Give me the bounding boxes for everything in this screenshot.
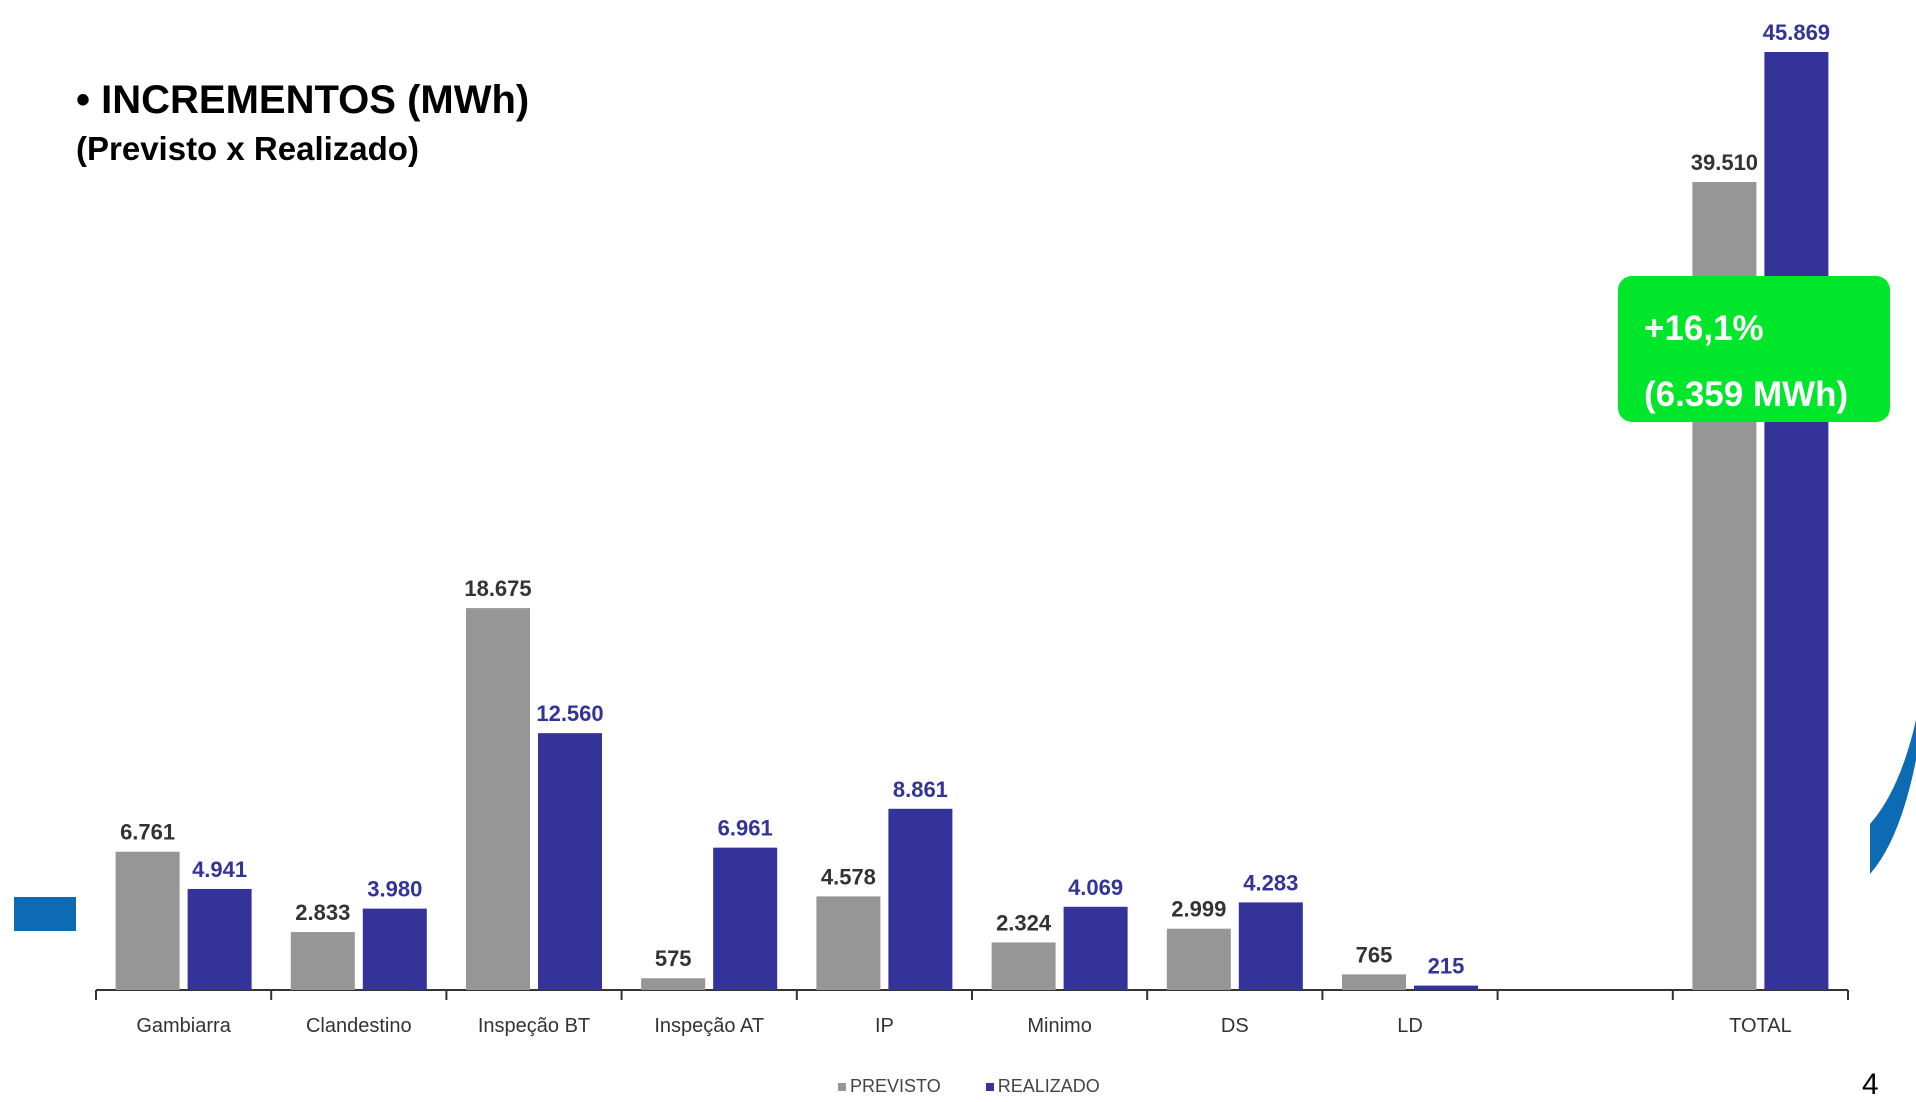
legend-item-realizado: REALIZADO — [985, 1076, 1100, 1097]
data-label-realizado: 3.980 — [367, 877, 422, 902]
chart-subtitle: (Previsto x Realizado) — [76, 130, 419, 167]
increase-callout: +16,1% (6.359 MWh) — [1618, 276, 1890, 422]
legend-swatch-previsto — [838, 1083, 846, 1091]
data-label-previsto: 4.578 — [821, 864, 876, 889]
data-label-realizado: 4.069 — [1068, 875, 1123, 900]
bar-realizado — [713, 847, 778, 990]
data-label-previsto: 6.761 — [120, 820, 175, 845]
data-label-realizado: 12.560 — [536, 701, 603, 726]
bar-previsto — [1342, 974, 1406, 990]
legend-item-previsto: PREVISTO — [838, 1076, 941, 1097]
data-label-previsto: 2.324 — [996, 910, 1052, 935]
page-number: 4 — [1862, 1068, 1879, 1101]
data-label-previsto: 575 — [655, 946, 692, 971]
x-tick-label: Inspeção BT — [478, 1015, 590, 1037]
legend-label-realizado: REALIZADO — [997, 1076, 1100, 1096]
x-tick-label: DS — [1221, 1015, 1249, 1037]
legend-swatch-realizado — [985, 1083, 994, 1091]
decorative-blue-arc — [1870, 720, 1916, 874]
bar-previsto — [1166, 928, 1231, 990]
x-tick-label: LD — [1397, 1015, 1423, 1037]
bar-previsto — [290, 932, 355, 990]
data-label-realizado: 45.869 — [1763, 20, 1830, 45]
callout-mwh: (6.359 MWh) — [1644, 375, 1849, 414]
data-label-realizado: 8.861 — [893, 777, 948, 802]
bar-previsto — [816, 896, 881, 990]
data-label-previsto: 765 — [1356, 942, 1393, 967]
chart-legend: PREVISTO REALIZADO — [838, 1076, 1140, 1097]
x-tick-label: Clandestino — [306, 1015, 412, 1037]
bar-previsto — [115, 851, 180, 990]
bar-previsto — [641, 978, 706, 990]
bar-realizado — [362, 908, 427, 990]
data-label-realizado: 215 — [1428, 954, 1465, 979]
decorative-blue-bar — [14, 897, 76, 931]
bar-realizado — [888, 808, 953, 990]
data-label-previsto: 18.675 — [464, 576, 531, 601]
labels-layer: Gambiarra 6.761 4.941 Clandestino 2.833 3.980… — [120, 20, 1830, 1037]
bar-realizado — [538, 733, 602, 990]
data-label-realizado: 4.283 — [1243, 870, 1298, 895]
bars-layer — [115, 52, 1829, 990]
data-label-realizado: 4.941 — [192, 857, 247, 882]
data-label-previsto: 39.510 — [1691, 150, 1758, 175]
data-label-previsto: 2.999 — [1171, 897, 1226, 922]
chart-title: • INCREMENTOS (MWh) — [76, 78, 530, 122]
bar-realizado — [1764, 52, 1829, 990]
data-label-previsto: 2.833 — [295, 900, 350, 925]
bar-realizado — [187, 888, 252, 990]
bar-previsto — [466, 608, 530, 990]
x-tick-label: Minimo — [1027, 1015, 1091, 1037]
x-tick-label: Gambiarra — [136, 1015, 231, 1037]
legend-label-previsto: PREVISTO — [850, 1076, 941, 1096]
bar-realizado — [1238, 902, 1303, 990]
data-label-realizado: 6.961 — [718, 816, 773, 841]
x-tick-label: Inspeção AT — [654, 1015, 764, 1037]
bar-realizado — [1414, 985, 1478, 990]
x-tick-label: IP — [875, 1015, 894, 1037]
x-tick-label: TOTAL — [1729, 1015, 1792, 1037]
x-axis — [95, 989, 1849, 1000]
bar-previsto — [991, 942, 1056, 990]
callout-percent: +16,1% — [1644, 309, 1764, 348]
bar-realizado — [1063, 906, 1128, 990]
